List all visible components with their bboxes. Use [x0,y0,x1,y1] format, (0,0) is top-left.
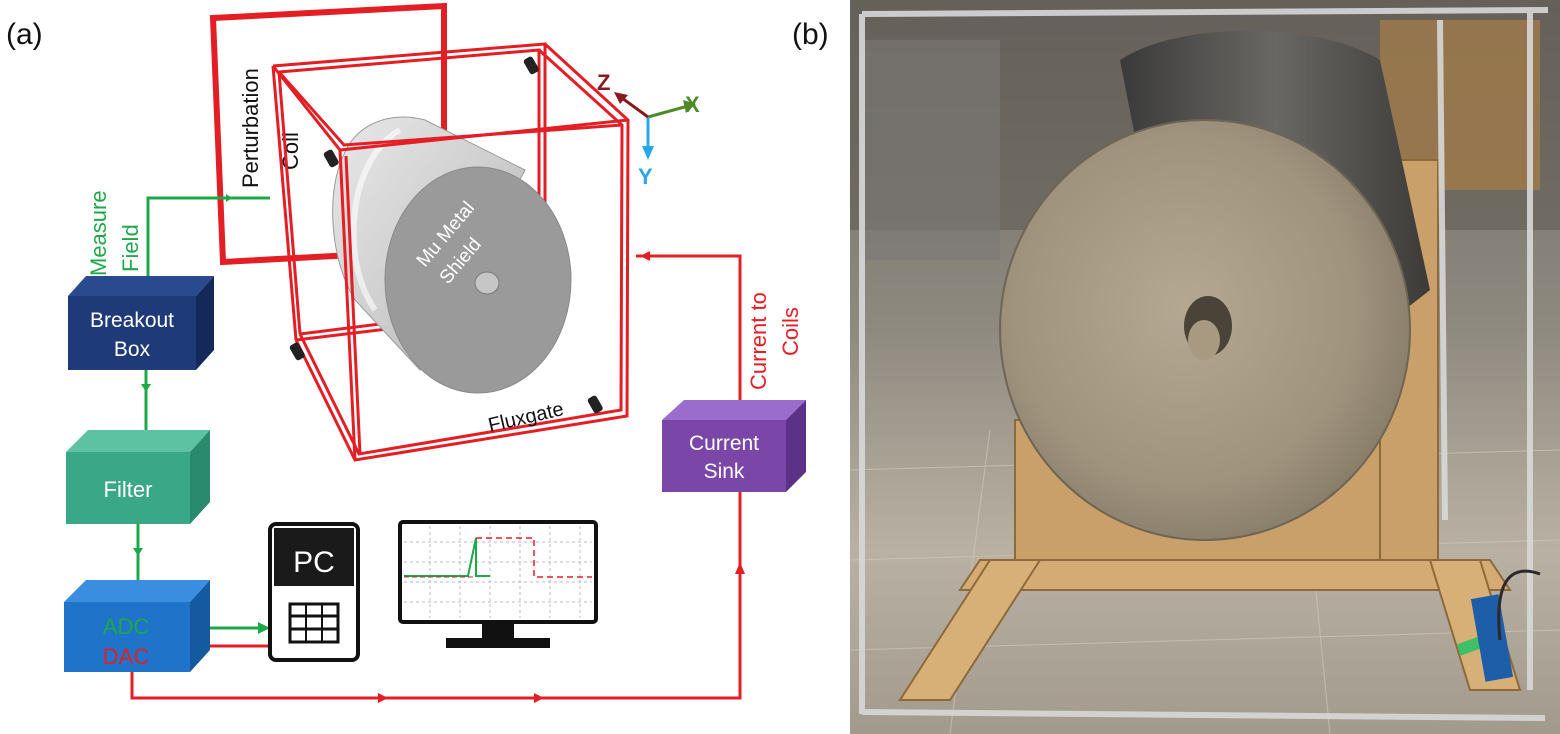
measure-field-label: Measure Field [86,190,143,276]
current-label: Current to Coils [746,292,803,390]
pc-label: PC [293,546,335,579]
filter-box: Filter [66,430,210,524]
sink-label-line2: Sink [704,460,745,483]
filter-label: Filter [104,477,153,502]
fluxgate-sensors [289,56,603,414]
fluxgate-sensor [323,149,339,168]
fluxgate-sensor [587,395,603,414]
current-sink-box: Current Sink [662,400,806,492]
pc-icon: PC [268,522,360,662]
adc-dac-box: ADC DAC [64,580,210,672]
adc-label: ADC [103,614,150,639]
fluxgate-sensor [523,56,539,75]
keypad-icon [288,602,340,644]
lab-photo [849,0,1560,734]
current-label-line1: Current to [746,292,771,390]
perturbation-coil-label: Perturbation Coil [238,68,303,188]
monitor-icon [398,520,598,648]
breakout-label-line1: Breakout [90,309,174,332]
measure-label-line1: Measure [86,190,111,276]
current-label-line2: Coils [778,307,803,356]
axis-x-label: X [685,92,700,117]
measure-label-line2: Field [118,224,143,272]
sink-label-line1: Current [689,432,759,455]
panel-b-label: (b) [792,18,829,51]
panel-a-label: (a) [6,18,43,51]
perturbation-label-line1: Perturbation [238,68,263,188]
coordinate-axes: X Y Z [597,70,700,189]
axis-y-label: Y [638,164,653,189]
fluxgate-sensor [289,342,305,361]
breakout-label-line2: Box [114,338,151,361]
dac-label: DAC [103,644,150,669]
mu-metal-shield: Mu Metal Shield [332,116,572,394]
axis-z-label: Z [597,70,610,95]
breakout-box: Breakout Box [68,276,214,370]
helmholtz-cage-front [271,42,630,462]
